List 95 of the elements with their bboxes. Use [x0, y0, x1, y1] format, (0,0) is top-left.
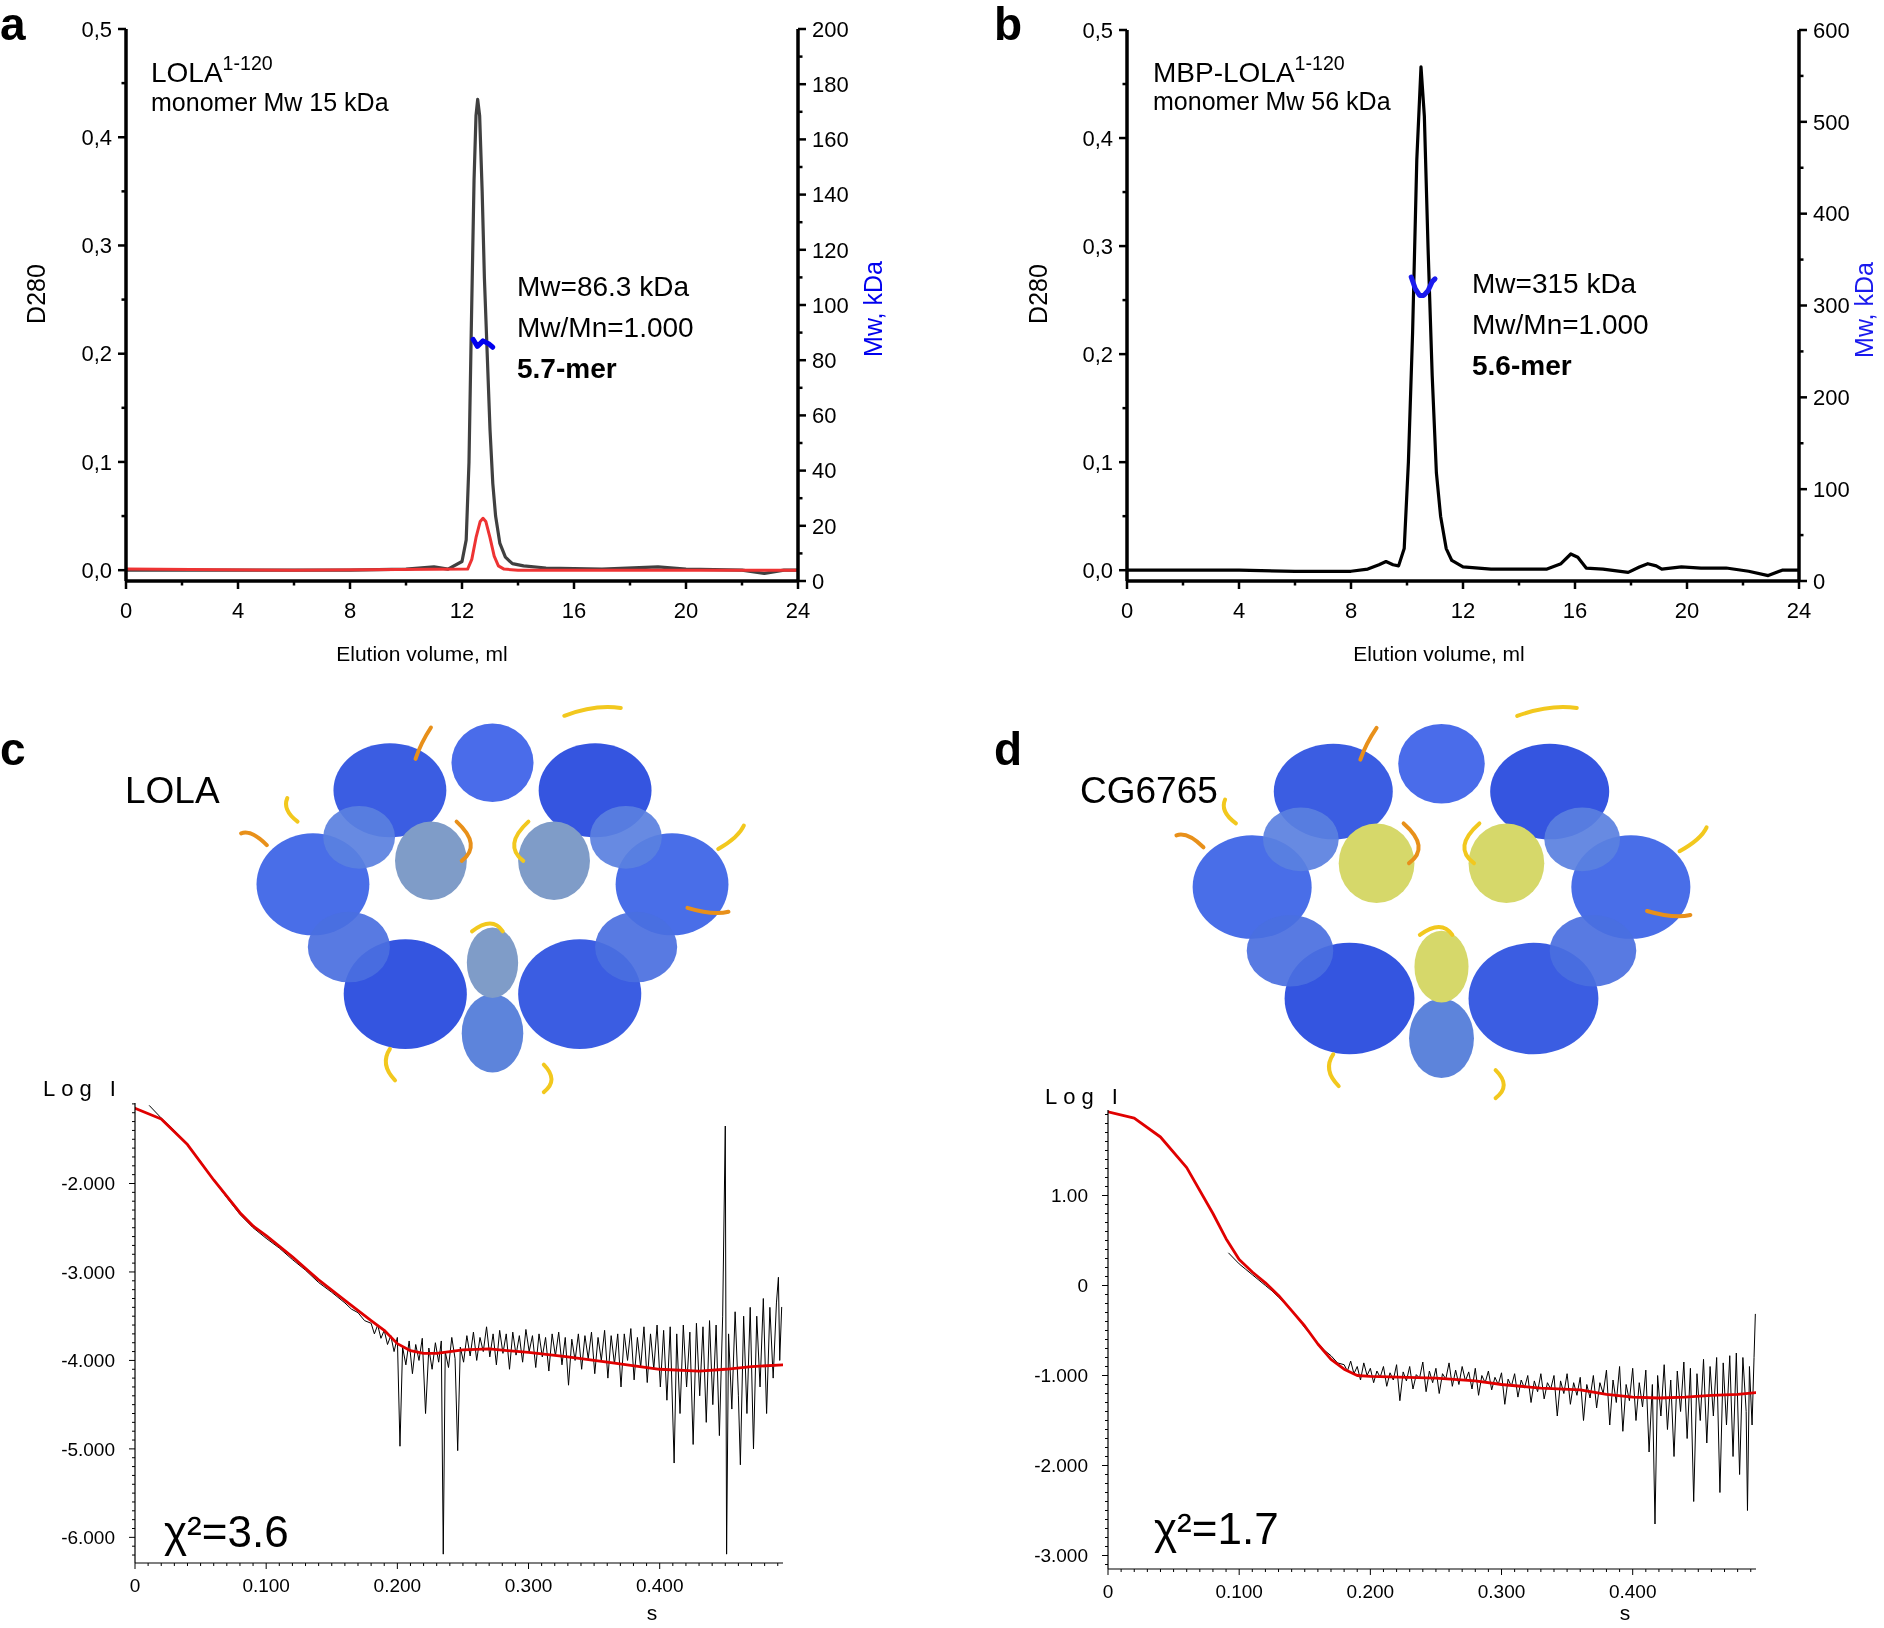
x-tick-label: 0 [1120, 598, 1134, 623]
x-tick-label: 16 [561, 598, 587, 623]
y-tick-label: 0,2 [1082, 341, 1113, 367]
x-tick-label: 8 [343, 598, 357, 623]
y-tick-label: -6.000 [61, 1527, 115, 1548]
x-tick-label: 0.400 [635, 1575, 684, 1596]
chart-title: CG6765 [1080, 769, 1218, 811]
y2-tick-label: 100 [1813, 476, 1850, 502]
annotation: Mw=86.3 kDa [517, 271, 689, 303]
line-series [1108, 1110, 1756, 1400]
y-axis-title: Log I [43, 1076, 122, 1102]
x-tick-label: 0 [129, 1575, 141, 1596]
x-tick-label: 24 [1786, 598, 1812, 623]
x-axis-title: s [1619, 1601, 1631, 1625]
annotation: Mw=315 kDa [1472, 268, 1637, 300]
y-axis-title: D280 [1023, 264, 1052, 324]
y-axis-title: Log I [1045, 1084, 1124, 1110]
y-tick-label: -3.000 [1034, 1545, 1088, 1567]
text: monomer Mw 15 kDa [151, 87, 389, 116]
y2-tick-label: 180 [812, 71, 849, 97]
y-tick-label: 0,1 [1082, 449, 1113, 475]
y-axis-title: D280 [21, 264, 50, 324]
y2-tick-label: 100 [812, 292, 849, 318]
x-tick-label: 20 [1674, 598, 1700, 623]
text: monomer Mw 56 kDa [1153, 86, 1391, 115]
annotation: 5.7-mer [517, 353, 617, 385]
x-tick-label: 0.300 [504, 1575, 553, 1596]
y-tick-label: -2.000 [1034, 1455, 1088, 1477]
y2-tick-label: 200 [812, 16, 849, 42]
x-tick-label: 0.300 [1477, 1581, 1526, 1602]
x-tick-label: 20 [673, 598, 699, 623]
annotation: 5.6-mer [1472, 350, 1572, 382]
x-tick-label: 0.200 [373, 1575, 422, 1596]
text: d [994, 723, 1023, 776]
y2-tick-label: 140 [812, 182, 849, 208]
y-tick-label: 1.00 [1051, 1185, 1088, 1207]
annotation: Mw/Mn=1.000 [517, 312, 694, 344]
line-series [126, 516, 798, 572]
annotation: χ²=3.6 [164, 1506, 289, 1556]
x-tick-label: 0.100 [242, 1575, 290, 1596]
x-tick-label: 24 [785, 598, 811, 623]
y-tick-label: 0,5 [81, 16, 112, 42]
y2-tick-label: 0 [812, 568, 825, 594]
y2-tick-label: 0 [1813, 568, 1826, 594]
y-tick-label: 0,4 [81, 124, 112, 150]
x-axis-title: Elution volume, ml [336, 642, 508, 666]
y2-tick-label: 60 [812, 403, 837, 429]
annotation: χ²=1.7 [1154, 1503, 1279, 1553]
y-tick-label: 0,2 [81, 341, 112, 367]
y-tick-label: -4.000 [61, 1350, 115, 1372]
y2-tick-label: 400 [1813, 201, 1850, 227]
y2-tick-label: 160 [812, 127, 849, 153]
y2-axis-title: Mw, kDa [858, 261, 887, 357]
y-tick-label: 0,5 [1082, 17, 1113, 43]
chart-title: LOLA [125, 769, 220, 811]
text: c [0, 723, 26, 776]
y2-axis-title: Mw, kDa [1849, 262, 1878, 358]
y-tick-label: -2.000 [61, 1173, 115, 1195]
x-tick-label: 0.200 [1346, 1581, 1395, 1602]
text: a [0, 0, 26, 51]
y-tick-label: -5.000 [61, 1438, 115, 1460]
y2-tick-label: 40 [812, 458, 837, 484]
y-tick-label: 0 [1077, 1275, 1088, 1297]
text: MBP-LOLA$^{1-120}$ [1153, 52, 1345, 89]
x-axis-title: Elution volume, ml [1353, 642, 1525, 666]
x-tick-label: 12 [1450, 598, 1476, 623]
x-tick-label: 16 [1562, 598, 1588, 623]
text: b [994, 0, 1023, 51]
line-series [135, 1106, 783, 1373]
y-tick-label: 0,3 [1082, 233, 1113, 259]
y-tick-label: 0,4 [1082, 125, 1113, 151]
annotation: Mw/Mn=1.000 [1472, 309, 1649, 341]
y2-tick-label: 600 [1813, 17, 1850, 43]
x-tick-label: 0 [119, 598, 133, 623]
y-tick-label: 0,0 [81, 557, 112, 583]
y-tick-label: -1.000 [1034, 1365, 1088, 1387]
y2-tick-label: 80 [812, 347, 837, 373]
y-tick-label: 0,3 [81, 233, 112, 259]
y-tick-label: 0,1 [81, 449, 112, 475]
x-axis-title: s [646, 1601, 658, 1625]
y2-tick-label: 500 [1813, 109, 1850, 135]
y2-tick-label: 300 [1813, 293, 1850, 319]
x-tick-label: 0.100 [1215, 1581, 1263, 1602]
x-tick-label: 0.400 [1608, 1581, 1657, 1602]
y2-tick-label: 200 [1813, 385, 1850, 411]
x-tick-label: 4 [231, 598, 245, 623]
y-tick-label: 0,0 [1082, 557, 1113, 583]
y-tick-label: -3.000 [61, 1261, 115, 1283]
y2-tick-label: 120 [812, 237, 849, 263]
y2-tick-label: 20 [812, 513, 837, 539]
x-tick-label: 12 [449, 598, 475, 623]
text: LOLA$^{1-120}$ [151, 52, 273, 89]
x-tick-label: 8 [1344, 598, 1358, 623]
line-series [148, 1105, 783, 1555]
x-tick-label: 4 [1232, 598, 1246, 623]
